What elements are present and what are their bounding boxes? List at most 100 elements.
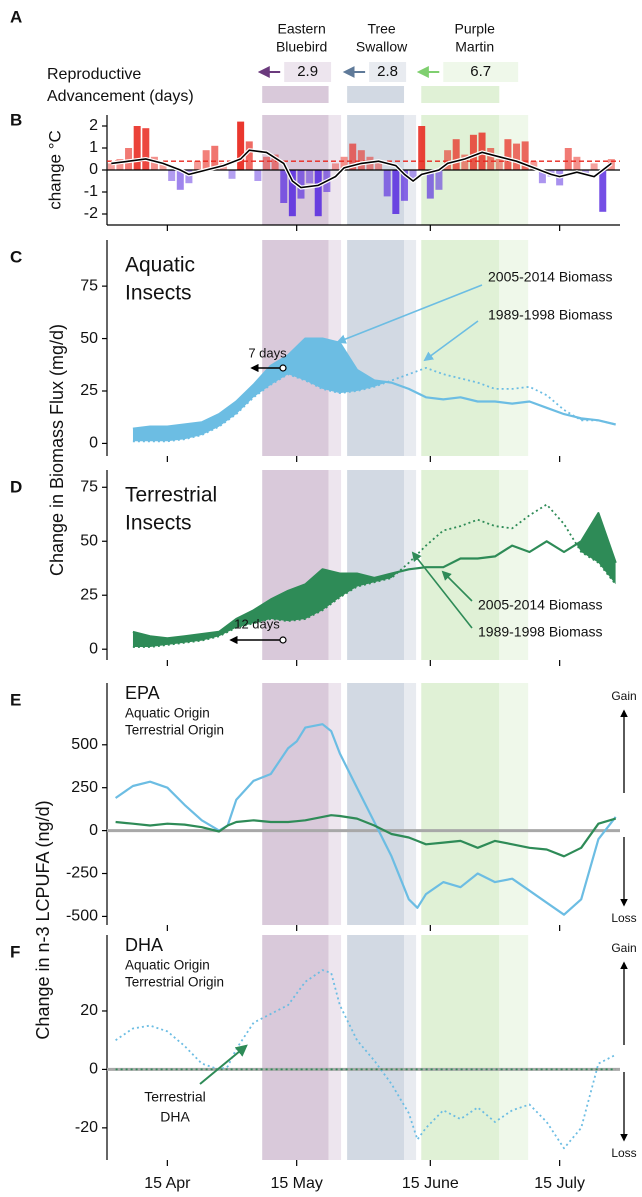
y-axis-label: Change in Biomass Flux (mg/d) [47, 324, 67, 576]
series-line [132, 503, 617, 648]
bar [263, 156, 271, 170]
y-tick-label: 50 [80, 532, 98, 549]
panel-title: Insects [125, 282, 192, 305]
bar [107, 163, 115, 170]
bar [116, 159, 124, 170]
panel-title: Insects [125, 512, 192, 535]
advancement-band [404, 470, 417, 660]
advancement-band [328, 935, 342, 1160]
series-label: 1989-1998 Biomass [478, 624, 603, 640]
bar [331, 163, 339, 170]
advancement-band [404, 935, 417, 1160]
bar [573, 156, 581, 170]
bar [487, 148, 495, 170]
bar [513, 143, 521, 170]
y-tick-label: -20 [75, 1119, 98, 1136]
bar [375, 161, 383, 170]
bar [400, 170, 408, 201]
bar [495, 159, 503, 170]
panel-title: Aquatic [125, 254, 195, 277]
y-axis-label: change °C [45, 130, 64, 210]
bird-name: Eastern [278, 21, 326, 37]
y-tick-label: 25 [80, 586, 98, 603]
shift-marker [279, 636, 287, 644]
advancement-label: Advancement (days) [47, 88, 194, 105]
advancement-box [284, 62, 332, 82]
bar [582, 170, 590, 175]
x-tick-label: 15 Apr [144, 1175, 191, 1192]
y-tick-label: -250 [66, 865, 98, 882]
bar [564, 148, 572, 170]
bar [176, 170, 184, 190]
x-tick-label: 15 June [402, 1175, 459, 1192]
note-label: DHA [160, 1109, 190, 1125]
panel-letter: F [10, 942, 20, 961]
x-tick-label: 15 May [270, 1175, 322, 1192]
advancement-value: 2.9 [297, 63, 318, 80]
legend-label: Terrestrial Origin [125, 723, 224, 738]
series-line [115, 969, 617, 1150]
bird-name: Swallow [356, 39, 408, 55]
advancement-value: 2.8 [377, 63, 398, 80]
advancement-band [404, 240, 417, 456]
bar [349, 143, 357, 170]
arrow [441, 570, 473, 602]
panel-title: EPA [125, 683, 160, 703]
bar [133, 126, 141, 170]
advancement-box [369, 62, 407, 82]
gain-label: Gain [611, 941, 636, 955]
panel-title: DHA [125, 935, 163, 955]
bar [185, 170, 193, 184]
advancement-band [328, 683, 342, 925]
series-label: 2005-2014 Biomass [478, 597, 603, 613]
bar [357, 150, 365, 170]
panel-title: Terrestrial [125, 484, 217, 507]
y-tick-label: 25 [80, 382, 98, 399]
nesting-band [421, 470, 500, 660]
bar [297, 170, 305, 199]
nesting-band [347, 935, 405, 1160]
panel-letter: D [10, 477, 22, 496]
nesting-band [421, 935, 500, 1160]
bar [435, 170, 443, 190]
bar [314, 170, 322, 217]
nesting-band [421, 683, 500, 925]
bar [211, 145, 219, 170]
bar [159, 163, 167, 170]
bar [469, 134, 477, 170]
note-label: Terrestrial [144, 1089, 205, 1105]
bar [444, 150, 452, 170]
nesting-band [262, 470, 329, 660]
panel-letter: A [10, 7, 22, 26]
y-axis-label: Change in n-3 LCPUFA (ng/d) [33, 800, 53, 1039]
bar [538, 170, 546, 184]
series-line [132, 512, 617, 640]
nesting-bar [262, 86, 329, 103]
advancement-box [443, 62, 519, 82]
advancement-band [499, 470, 529, 660]
legend-label: Terrestrial Origin [125, 975, 224, 990]
y-tick-label: 500 [71, 736, 98, 753]
advancement-value: 6.7 [470, 63, 491, 80]
nesting-band [347, 240, 405, 456]
advancement-band [499, 240, 529, 456]
y-tick-label: 0 [89, 161, 98, 178]
bar [504, 139, 512, 170]
shift-label: 12 days [234, 616, 280, 631]
panel-letter: C [10, 247, 22, 266]
y-tick-label: 20 [80, 1002, 98, 1019]
series-label: 2005-2014 Biomass [488, 269, 613, 285]
arrow [423, 320, 479, 362]
bar [599, 170, 607, 212]
y-tick-label: 0 [89, 435, 98, 452]
nesting-bar [347, 86, 405, 103]
arrow [411, 551, 473, 629]
bar [280, 170, 288, 203]
bar [228, 170, 236, 179]
y-tick-label: 50 [80, 330, 98, 347]
y-tick-label: 75 [80, 277, 98, 294]
bar [461, 154, 469, 170]
nesting-band [262, 683, 329, 925]
loss-label: Loss [611, 911, 636, 925]
y-tick-label: 0 [89, 640, 98, 657]
